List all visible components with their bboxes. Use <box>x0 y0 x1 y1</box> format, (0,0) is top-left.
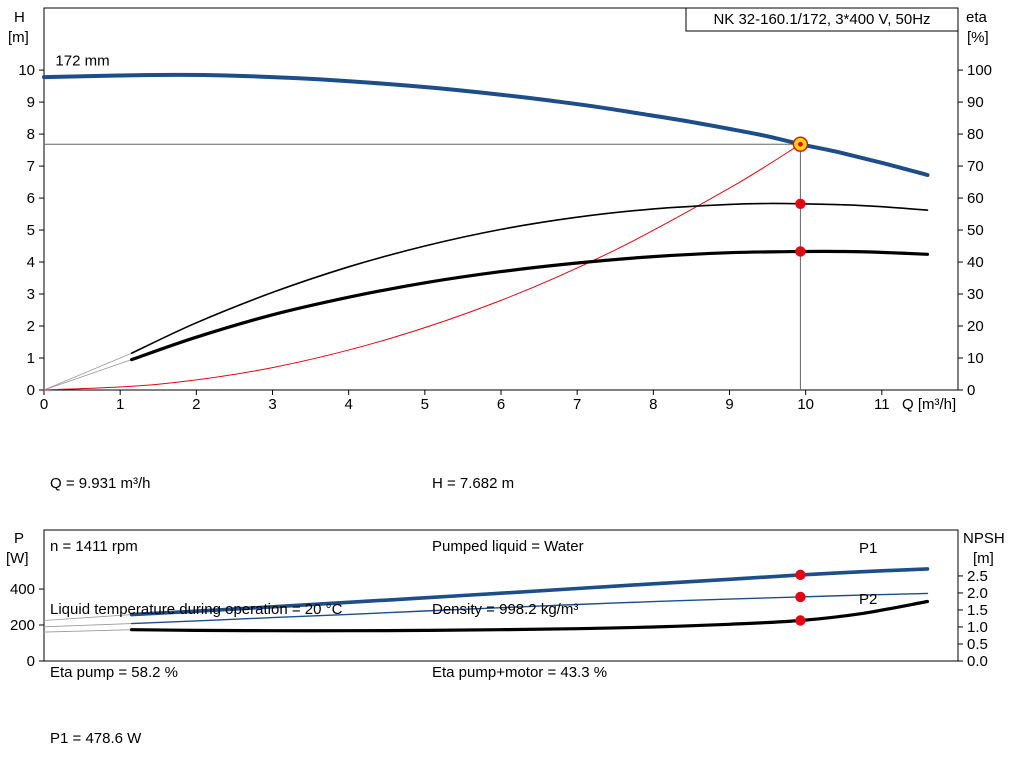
x-tick-label: 2 <box>192 396 200 413</box>
right-axis-unit: [%] <box>967 29 989 46</box>
right-tick-label: 2.0 <box>967 585 988 602</box>
eta-pump-curve <box>130 202 929 354</box>
x-tick-label: 5 <box>421 396 429 413</box>
left-tick-label: 8 <box>27 126 35 143</box>
right-tick-label: 0.5 <box>967 636 988 653</box>
eta-total-duty-dot <box>795 246 806 257</box>
x-tick-label: 7 <box>573 396 581 413</box>
p2-curve-label: P2 <box>859 591 877 608</box>
p2-duty-dot <box>795 591 806 603</box>
left-axis-unit: [W] <box>6 550 29 567</box>
right-tick-label: 0.0 <box>967 653 988 670</box>
left-tick-label: 0 <box>27 382 35 399</box>
power-data-column: P1 = 478.6 W P2 = 356.2 W NPSH = 1.19 m … <box>50 686 385 781</box>
chart-title-box <box>685 7 959 32</box>
eta-pump-motor-text: Eta pump+motor = 43.3 % <box>432 664 608 681</box>
right-tick-label: 30 <box>967 286 984 303</box>
left-tick-label: 7 <box>27 158 35 175</box>
duty-data-right-column: H = 7.682 m Pumped liquid = Water Densit… <box>432 431 607 725</box>
left-tick-label: 6 <box>27 190 35 207</box>
left-tick-label: 400 <box>10 581 35 598</box>
npsh-duty-dot <box>795 615 806 626</box>
left-tick-label: 2 <box>27 318 35 335</box>
plot-border <box>43 529 959 662</box>
left-tick-label: 0 <box>27 653 35 670</box>
right-tick-label: 50 <box>967 222 984 239</box>
right-tick-label: 2.5 <box>967 568 988 585</box>
x-tick-label: 6 <box>497 396 505 413</box>
left-tick-label: 5 <box>27 222 35 239</box>
head-curve-172mm <box>42 72 930 177</box>
left-tick-label: 10 <box>18 62 35 79</box>
duty-data-left-column: Q = 9.931 m³/h n = 1411 rpm Liquid tempe… <box>50 431 342 725</box>
duty-point-center <box>798 141 803 147</box>
curve-lead-in <box>43 359 132 391</box>
p1-curve-label: P1 <box>859 540 877 557</box>
left-tick-label: 200 <box>10 617 35 634</box>
left-tick-label: 4 <box>27 254 35 271</box>
right-tick-label: 1.0 <box>967 619 988 636</box>
right-axis-unit: [m] <box>973 550 994 567</box>
right-tick-label: 90 <box>967 94 984 111</box>
right-tick-label: 70 <box>967 158 984 175</box>
right-tick-label: 10 <box>967 350 984 367</box>
plot-border <box>43 7 959 391</box>
left-tick-label: 1 <box>27 350 35 367</box>
curve-lead-in <box>43 623 132 628</box>
x-tick-label: 4 <box>344 396 352 413</box>
right-axis-title: eta <box>966 9 988 26</box>
left-axis-title: H <box>14 9 25 26</box>
eta-pump-text: Eta pump = 58.2 % <box>50 664 178 681</box>
pumped-liquid-text: Pumped liquid = Water <box>432 538 584 555</box>
x-tick-label: 9 <box>725 396 733 413</box>
x-tick-label: 3 <box>268 396 276 413</box>
right-tick-label: 0 <box>967 382 975 399</box>
x-tick-label: 8 <box>649 396 657 413</box>
left-tick-label: 3 <box>27 286 35 303</box>
qh-eta-chart: 0 1 2 3 4 5 6 7 8 9 10 1101234567891001020304050607… <box>8 7 992 413</box>
right-axis-title: NPSH <box>963 530 1005 547</box>
x-tick-label: 0 <box>40 396 48 413</box>
p1-value-text: P1 = 478.6 W <box>50 730 142 747</box>
duty-flow-text: Q = 9.931 m³/h <box>50 475 151 492</box>
right-tick-label: 40 <box>967 254 984 271</box>
impeller-diameter-label: 172 mm <box>55 52 109 69</box>
curve-lead-in <box>43 614 132 621</box>
curve-lead-in <box>43 352 132 391</box>
right-tick-label: 100 <box>967 62 992 79</box>
left-tick-label: 9 <box>27 94 35 111</box>
right-tick-label: 60 <box>967 190 984 207</box>
eta-pump-motor-curve <box>130 249 930 362</box>
right-tick-label: 20 <box>967 318 984 335</box>
x-tick-label: 1 <box>116 396 124 413</box>
power-npsh-chart: 0 200 400 0.00.51.01.52.02.5 P1 P2 P [W] NPSH [m] <box>6 529 1005 670</box>
x-axis-title: Q [m³/h] <box>902 396 956 413</box>
duty-speed-text: n = 1411 rpm <box>50 538 138 555</box>
duty-head-text: H = 7.682 m <box>432 475 515 492</box>
chart-title: NK 32-160.1/172, 3*400 V, 50Hz <box>713 11 930 28</box>
liquid-temperature-text: Liquid temperature during operation = 20… <box>50 601 343 618</box>
p1-duty-dot <box>795 569 806 581</box>
density-text: Density = 998.2 kg/m³ <box>432 601 579 618</box>
right-tick-label: 80 <box>967 126 984 143</box>
x-tick-label: 11 <box>874 396 890 413</box>
curve-lead-in <box>43 629 132 633</box>
x-tick-label: 10 <box>797 396 814 413</box>
system-curve <box>43 143 801 391</box>
eta-pump-duty-dot <box>795 198 806 209</box>
right-tick-label: 1.5 <box>967 602 988 619</box>
left-axis-unit: [m] <box>8 29 29 46</box>
left-axis-title: P <box>14 530 24 547</box>
